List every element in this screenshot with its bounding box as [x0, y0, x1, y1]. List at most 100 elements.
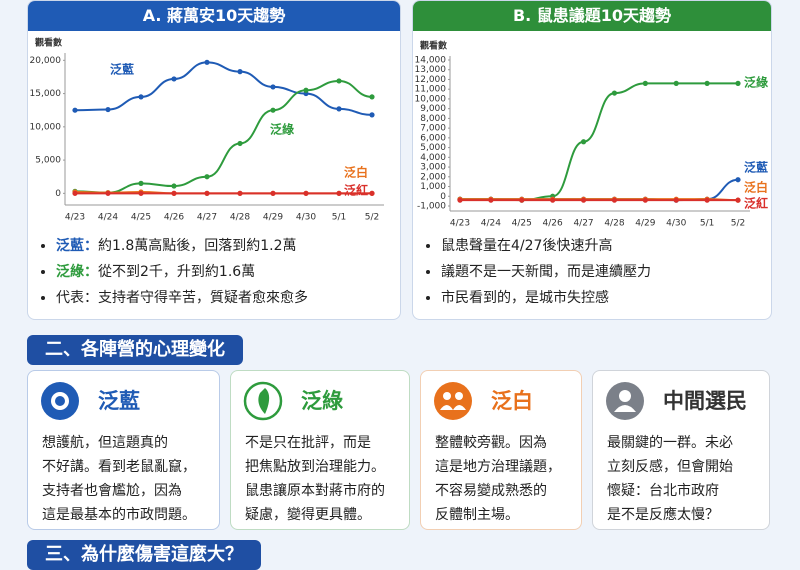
- card-line: 最關鍵的一群。未必: [607, 435, 733, 451]
- x-tick-label: 4/27: [197, 213, 217, 223]
- bullet-text: 代表：支持者守得辛苦，質疑者愈來愈多: [56, 290, 308, 306]
- point: [171, 76, 177, 82]
- card-title: 中間選民: [663, 389, 747, 413]
- point: [138, 190, 144, 196]
- point: [369, 94, 375, 100]
- point: [138, 94, 144, 100]
- card-line: 立刻反感，但會開始: [607, 459, 733, 475]
- card-line: 想護航，但這題真的: [42, 435, 168, 451]
- y-tick-label: 0: [440, 192, 446, 202]
- point: [488, 197, 494, 203]
- point: [369, 112, 375, 118]
- point: [303, 190, 309, 196]
- point: [704, 80, 710, 86]
- x-tick-label: 4/26: [164, 213, 184, 223]
- card: 泛藍 想護航，但這題真的 不好講。看到老鼠亂竄， 支持者也會尷尬，因為 這是最基本的市政…: [27, 370, 220, 530]
- point: [270, 190, 276, 196]
- series-label: 泛藍: [744, 160, 768, 175]
- y-tick-label: 7,000: [420, 124, 446, 134]
- point: [105, 106, 111, 113]
- x-tick-label: 4/30: [666, 219, 686, 229]
- bullet-label: 泛藍：: [56, 238, 98, 254]
- card-line: 整體較旁觀。因為: [435, 435, 547, 451]
- card-icon: [606, 382, 644, 420]
- point: [138, 180, 144, 186]
- card-line: 把焦點放到治理能力。: [245, 459, 385, 475]
- x-tick-label: 4/23: [450, 219, 470, 229]
- card-text: 整體較旁觀。因為 這是地方治理議題， 不容易變成熟悉的 反體制主場。: [435, 431, 561, 527]
- y-tick-label: 6,000: [420, 133, 446, 143]
- series-label: 泛紅: [744, 196, 768, 211]
- card-text: 不是只在批評，而是 把焦點放到治理能力。 鼠患讓原本對蔣市府的 疑慮，變得更具體。: [245, 431, 385, 527]
- card-icon: [41, 382, 79, 420]
- y-tick-label: 5,000: [35, 156, 61, 166]
- point: [204, 174, 210, 180]
- point: [72, 190, 78, 196]
- series-line: [74, 79, 373, 194]
- x-tick-label: 4/24: [98, 213, 118, 223]
- y-tick-label: 15,000: [30, 89, 62, 99]
- bullet: 鼠患聲量在4/27後快速升高: [441, 233, 651, 259]
- point: [204, 59, 210, 65]
- panel-title: A. 蔣萬安10天趨勢: [28, 1, 400, 31]
- x-tick-label: 5/1: [332, 213, 346, 223]
- point: [369, 190, 375, 196]
- point: [72, 107, 78, 113]
- point: [171, 190, 177, 196]
- x-tick-label: 4/25: [512, 219, 532, 229]
- bullet-list: 鼠患聲量在4/27後快速升高議題不是一天新聞，而是連續壓力市民看到的，是城市失控…: [425, 233, 651, 311]
- y-tick-label: 12,000: [415, 75, 447, 85]
- card-title: 泛藍: [98, 389, 140, 413]
- x-tick-label: 4/28: [230, 213, 250, 223]
- point: [237, 140, 243, 147]
- series-line: [459, 82, 738, 202]
- card-line: 是不是反應太慢？: [607, 507, 719, 523]
- point: [519, 197, 525, 203]
- card-line: 這是地方治理議題，: [435, 459, 561, 475]
- card-line: 懷疑：台北市政府: [607, 483, 719, 499]
- point: [105, 190, 111, 196]
- section-header: 二、各陣營的心理變化: [27, 335, 243, 365]
- point: [457, 197, 463, 203]
- card-line: 這是最基本的市政問題。: [42, 507, 196, 523]
- card: 中間選民最關鍵的一群。未必 立刻反感，但會開始 懷疑：台北市政府 是不是反應太慢？: [592, 370, 770, 530]
- series-label: 泛綠: [270, 122, 295, 137]
- card: 泛綠 不是只在批評，而是 把焦點放到治理能力。 鼠患讓原本對蔣市府的 疑慮，變得更具體。: [230, 370, 410, 530]
- card-icon: [243, 381, 283, 421]
- point: [735, 177, 741, 183]
- x-tick-label: 5/2: [731, 219, 745, 229]
- panel-a: A. 蔣萬安10天趨勢 泛藍：約1.8萬高點後，回落到約1.2萬泛綠：從不到2千…: [27, 0, 401, 320]
- point: [580, 139, 587, 145]
- bullet-text: 從不到2千，升到約1.6萬: [98, 264, 256, 280]
- series-label: 泛藍: [110, 62, 134, 77]
- bullet-label: 泛綠：: [56, 264, 98, 280]
- x-tick-label: 4/24: [481, 219, 501, 229]
- card-line: 疑慮，變得更具體。: [245, 507, 371, 523]
- y-tick-label: -1,000: [417, 202, 446, 212]
- bullet: 泛綠：從不到2千，升到約1.6萬: [56, 259, 308, 285]
- y-tick-label: 14,000: [415, 56, 447, 66]
- bullet-text: 鼠患聲量在4/27後快速升高: [441, 238, 613, 254]
- card-text: 最關鍵的一群。未必 立刻反感，但會開始 懷疑：台北市政府 是不是反應太慢？: [607, 431, 733, 527]
- series-label: 泛綠: [744, 75, 769, 90]
- y-axis-title: 觀看數: [35, 37, 63, 49]
- x-tick-label: 4/23: [65, 213, 85, 223]
- y-tick-label: 9,000: [420, 104, 446, 114]
- bullet: 市民看到的，是城市失控感: [441, 285, 651, 311]
- y-tick-label: 10,000: [30, 122, 62, 132]
- point: [237, 69, 243, 75]
- panel-b: B. 鼠患議題10天趨勢 鼠患聲量在4/27後快速升高議題不是一天新聞，而是連續…: [412, 0, 772, 320]
- point: [642, 197, 648, 203]
- card-line: 不容易變成熟悉的: [435, 483, 547, 499]
- y-tick-label: 20,000: [30, 56, 62, 66]
- bullet-text: 約1.8萬高點後，回落到約1.2萬: [98, 238, 297, 254]
- card-line: 鼠患讓原本對蔣市府的: [245, 483, 385, 499]
- card-icon: [434, 382, 472, 420]
- point: [336, 190, 342, 196]
- y-tick-label: 1,000: [420, 182, 446, 192]
- y-axis-title: 觀看數: [420, 40, 448, 52]
- y-tick-label: 11,000: [415, 85, 447, 95]
- point: [580, 197, 587, 203]
- series-line: [459, 178, 739, 202]
